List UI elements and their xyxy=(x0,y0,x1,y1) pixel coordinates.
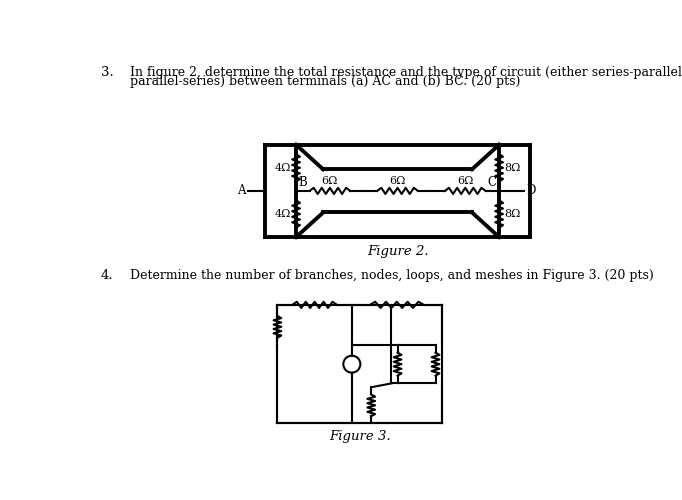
Text: D: D xyxy=(527,184,535,198)
Text: 6Ω: 6Ω xyxy=(457,176,473,186)
Text: A: A xyxy=(237,184,246,198)
Text: 4.: 4. xyxy=(101,270,113,282)
Text: 4Ω: 4Ω xyxy=(274,209,291,219)
Text: Determine the number of branches, nodes, loops, and meshes in Figure 3. (20 pts): Determine the number of branches, nodes,… xyxy=(130,270,654,282)
Text: 4Ω: 4Ω xyxy=(274,163,291,173)
Text: Figure 3.: Figure 3. xyxy=(329,430,390,442)
Text: 8Ω: 8Ω xyxy=(505,163,521,173)
Text: 6Ω: 6Ω xyxy=(322,176,338,186)
Text: C: C xyxy=(488,176,496,190)
Text: 3.: 3. xyxy=(101,66,113,79)
Text: In figure 2, determine the total resistance and the type of circuit (either seri: In figure 2, determine the total resista… xyxy=(130,66,682,79)
Text: Figure 2.: Figure 2. xyxy=(367,245,428,258)
Text: parallel-series) between terminals (a) AC and (b) BC. (20 pts): parallel-series) between terminals (a) A… xyxy=(130,76,520,88)
Text: B: B xyxy=(299,176,307,190)
Text: 6Ω: 6Ω xyxy=(389,176,406,186)
Text: 8Ω: 8Ω xyxy=(505,209,521,219)
